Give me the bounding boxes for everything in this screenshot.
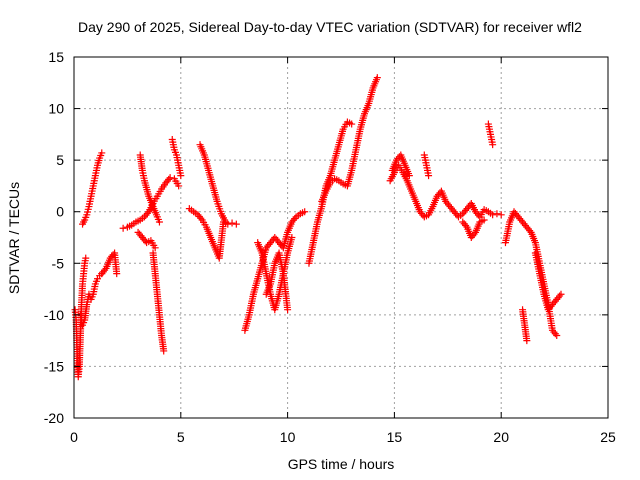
grid xyxy=(74,57,608,418)
series-run xyxy=(196,141,230,226)
series-run xyxy=(185,205,240,262)
x-axis-title: GPS time / hours xyxy=(288,456,395,472)
y-tick-label: 0 xyxy=(56,204,64,220)
data-point xyxy=(82,254,90,262)
data-point xyxy=(557,290,565,298)
data-point xyxy=(160,347,168,355)
axis-ticks xyxy=(73,56,609,419)
series-run xyxy=(459,216,488,241)
x-tick-label: 10 xyxy=(280,429,296,445)
series-run xyxy=(136,151,163,226)
series-run xyxy=(119,174,183,232)
series-run xyxy=(386,161,505,221)
series-run xyxy=(262,249,292,314)
x-tick-labels: 0 5 10 15 20 25 xyxy=(70,429,616,445)
data-point xyxy=(425,172,433,180)
data-point-fill xyxy=(143,209,151,217)
data-point xyxy=(228,219,236,227)
series-run xyxy=(79,149,106,228)
y-tick-label: -20 xyxy=(44,410,64,426)
data-point xyxy=(523,337,531,345)
series-run xyxy=(241,208,309,334)
data-point xyxy=(373,74,381,82)
data-point xyxy=(113,270,121,278)
data-point xyxy=(98,149,106,157)
series-run xyxy=(168,136,185,180)
data-point-fill xyxy=(462,221,470,229)
series-run xyxy=(501,208,561,339)
data-point-fill xyxy=(551,330,559,338)
series-run xyxy=(134,228,159,252)
data-point xyxy=(175,182,183,190)
y-tick-labels: -20 -15 -10 -5 0 5 10 15 xyxy=(44,49,64,426)
data-point-fill xyxy=(197,214,205,222)
series-run xyxy=(519,306,531,345)
data-points xyxy=(71,74,565,381)
data-point xyxy=(155,218,163,226)
data-point xyxy=(497,211,505,219)
series-run xyxy=(76,270,106,329)
x-tick-label: 15 xyxy=(387,429,403,445)
y-tick-label: -10 xyxy=(44,307,64,323)
series-run xyxy=(149,249,168,355)
y-tick-label: 10 xyxy=(48,101,64,117)
y-axis-title: SDTVAR / TECUs xyxy=(6,182,22,294)
series-run xyxy=(318,74,381,205)
y-tick-label: 15 xyxy=(48,49,64,65)
y-tick-label: -15 xyxy=(44,358,64,374)
x-tick-label: 20 xyxy=(493,429,509,445)
data-point xyxy=(489,141,497,149)
data-point xyxy=(232,220,240,228)
x-tick-label: 0 xyxy=(70,429,78,445)
data-point xyxy=(177,172,185,180)
y-tick-label: 5 xyxy=(56,152,64,168)
data-point-fill xyxy=(470,230,478,238)
data-point-fill xyxy=(291,215,299,223)
x-tick-label: 25 xyxy=(600,429,616,445)
data-point xyxy=(166,174,174,182)
data-point xyxy=(405,172,413,180)
series-run xyxy=(98,249,121,278)
data-point xyxy=(119,224,127,232)
plot-frame xyxy=(73,56,609,419)
series-run xyxy=(388,151,413,180)
series-run xyxy=(254,234,296,314)
chart-title: Day 290 of 2025, Sidereal Day-to-day VTE… xyxy=(78,19,582,35)
series-run xyxy=(305,118,356,267)
data-point xyxy=(348,120,356,128)
y-tick-label: -5 xyxy=(52,255,65,271)
series-run xyxy=(420,151,433,180)
data-point xyxy=(480,216,488,224)
data-point-fill xyxy=(556,292,564,300)
data-point xyxy=(493,210,501,218)
data-point xyxy=(301,208,309,216)
data-point-fill xyxy=(165,175,173,183)
data-point xyxy=(489,211,497,219)
data-point xyxy=(151,244,159,252)
data-point-fill xyxy=(526,227,534,235)
series-run xyxy=(484,120,497,149)
x-tick-label: 5 xyxy=(177,429,185,445)
data-point-fill xyxy=(101,266,109,274)
data-point xyxy=(553,331,561,339)
data-point xyxy=(222,218,230,226)
series-run xyxy=(531,249,565,314)
data-point xyxy=(288,234,296,241)
data-point xyxy=(284,306,292,314)
